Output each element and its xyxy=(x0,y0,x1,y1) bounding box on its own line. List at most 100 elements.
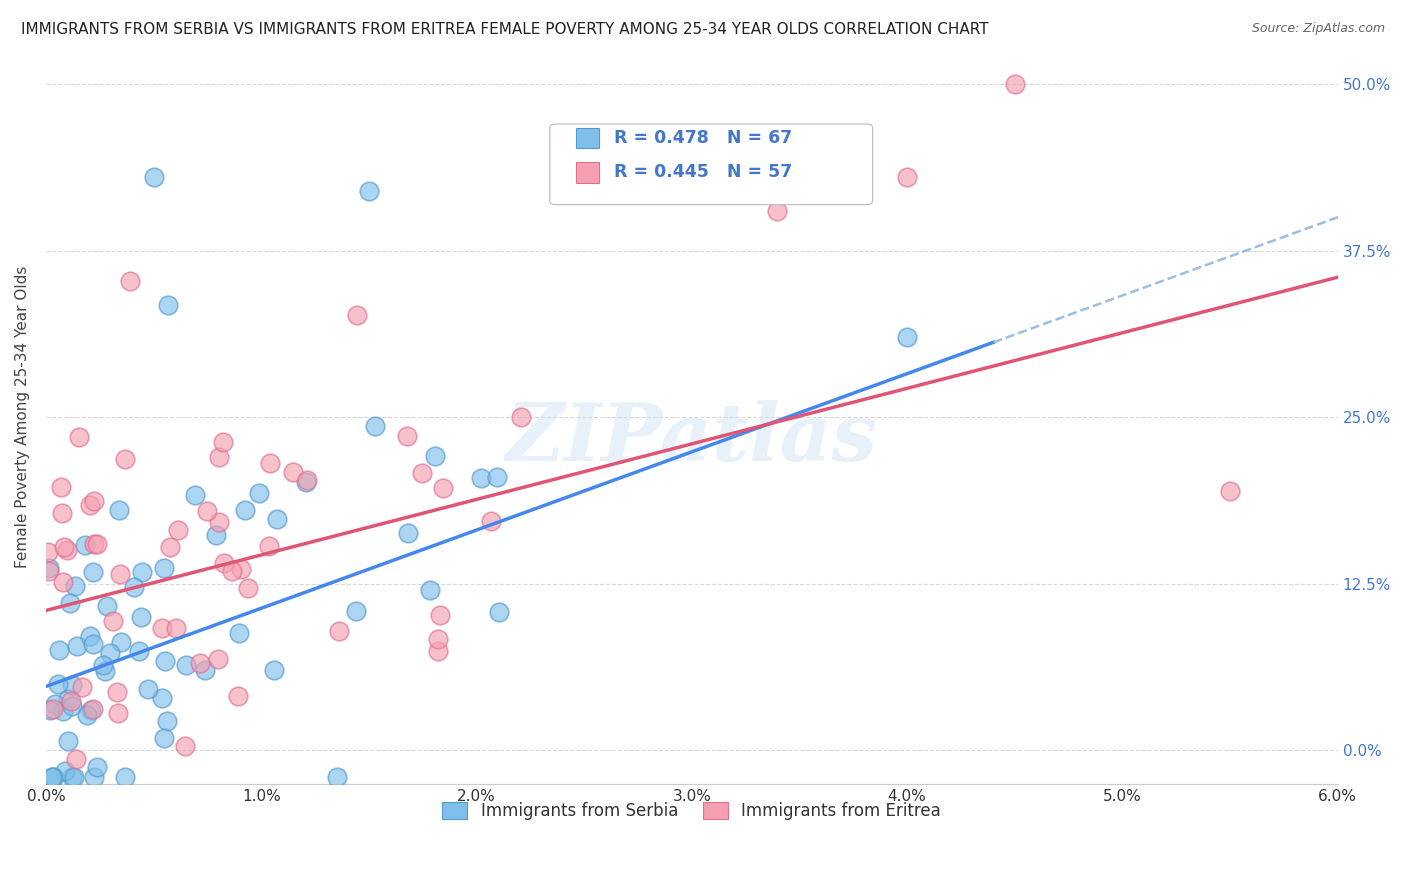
Point xyxy=(56,733,79,747)
Point xyxy=(108,503,131,517)
Point xyxy=(73,538,96,552)
Point xyxy=(86,536,108,550)
Point xyxy=(63,579,86,593)
Point xyxy=(423,450,446,464)
Point xyxy=(101,614,124,628)
Point xyxy=(174,657,197,672)
Point xyxy=(165,621,187,635)
Point xyxy=(205,528,228,542)
Point xyxy=(157,298,180,312)
Point xyxy=(96,599,118,614)
Point xyxy=(79,630,101,644)
Point xyxy=(153,654,176,668)
Point xyxy=(426,632,449,646)
Point xyxy=(488,605,510,619)
Point xyxy=(60,770,83,784)
Point xyxy=(486,470,509,484)
Point xyxy=(79,499,101,513)
Point xyxy=(212,435,235,450)
FancyBboxPatch shape xyxy=(550,124,873,204)
Point xyxy=(229,562,252,576)
Point xyxy=(136,681,159,696)
Point xyxy=(266,512,288,526)
Point xyxy=(110,634,132,648)
Point xyxy=(364,419,387,434)
Point xyxy=(86,760,108,774)
Point xyxy=(159,540,181,554)
Point xyxy=(79,703,101,717)
Point xyxy=(83,770,105,784)
Point xyxy=(479,514,502,528)
Point xyxy=(52,574,75,589)
Point xyxy=(214,556,236,570)
Point xyxy=(470,471,492,485)
Point xyxy=(37,545,59,559)
Point xyxy=(174,739,197,753)
Point xyxy=(432,481,454,495)
Point xyxy=(48,643,70,657)
Text: ZIPatlas: ZIPatlas xyxy=(506,401,877,478)
Point xyxy=(896,330,918,344)
Point xyxy=(194,663,217,677)
Point xyxy=(52,704,75,718)
Point xyxy=(67,430,90,444)
Point xyxy=(114,451,136,466)
Point xyxy=(208,516,231,530)
Point xyxy=(153,561,176,575)
Point xyxy=(60,694,83,708)
Point xyxy=(328,624,350,638)
Point xyxy=(195,504,218,518)
Point xyxy=(150,621,173,635)
Point xyxy=(83,494,105,508)
Point xyxy=(83,537,105,551)
Point xyxy=(51,506,73,520)
Point xyxy=(411,466,433,480)
Point xyxy=(142,170,165,185)
Point xyxy=(326,770,349,784)
Point xyxy=(70,680,93,694)
Point xyxy=(419,582,441,597)
Point xyxy=(66,639,89,653)
Point xyxy=(60,698,83,713)
Point xyxy=(39,703,62,717)
Text: R = 0.445   N = 57: R = 0.445 N = 57 xyxy=(614,163,793,181)
Point xyxy=(1004,77,1026,91)
Point xyxy=(207,652,229,666)
Point xyxy=(120,274,142,288)
Point xyxy=(228,626,250,640)
Point xyxy=(131,565,153,579)
Point xyxy=(896,170,918,185)
Y-axis label: Female Poverty Among 25-34 Year Olds: Female Poverty Among 25-34 Year Olds xyxy=(15,266,30,568)
Point xyxy=(429,608,451,623)
Point xyxy=(1219,483,1241,498)
FancyBboxPatch shape xyxy=(575,162,599,183)
Point xyxy=(91,658,114,673)
Point xyxy=(107,706,129,721)
Point xyxy=(247,486,270,500)
Point xyxy=(38,564,60,578)
Point xyxy=(344,604,367,618)
Point xyxy=(76,707,98,722)
Point xyxy=(188,656,211,670)
Point xyxy=(114,770,136,784)
Point xyxy=(357,184,380,198)
Point xyxy=(65,752,87,766)
Point xyxy=(98,646,121,660)
Point xyxy=(167,523,190,537)
Point xyxy=(281,466,304,480)
Point xyxy=(226,689,249,703)
Point xyxy=(82,637,104,651)
Point xyxy=(49,480,72,494)
Point xyxy=(42,770,65,784)
Point xyxy=(208,450,231,464)
Point xyxy=(150,690,173,705)
Point xyxy=(294,475,316,490)
Point xyxy=(105,685,128,699)
Text: IMMIGRANTS FROM SERBIA VS IMMIGRANTS FROM ERITREA FEMALE POVERTY AMONG 25-34 YEA: IMMIGRANTS FROM SERBIA VS IMMIGRANTS FRO… xyxy=(21,22,988,37)
Point xyxy=(59,596,82,610)
Point xyxy=(233,503,256,517)
Text: Source: ZipAtlas.com: Source: ZipAtlas.com xyxy=(1251,22,1385,36)
Point xyxy=(263,663,285,677)
Point xyxy=(766,203,789,218)
Point xyxy=(53,764,76,779)
